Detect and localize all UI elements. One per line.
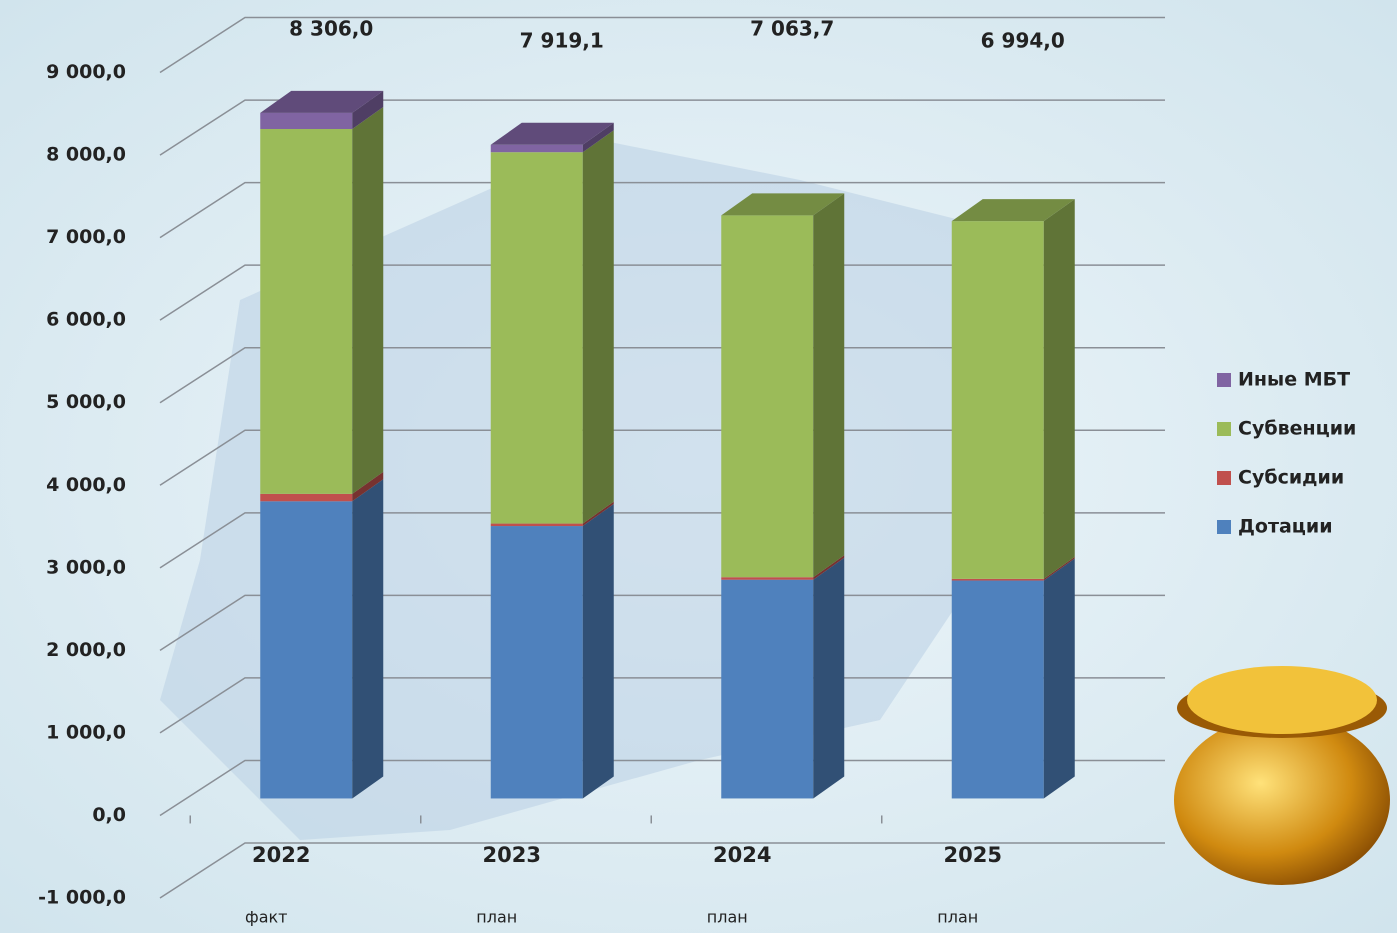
bar-segment (490, 526, 583, 799)
bar-side (582, 122, 614, 153)
bar-segment (721, 579, 814, 799)
bar-side (1043, 556, 1075, 581)
x-sublabel: факт (245, 908, 287, 927)
x-tick-label: 2025 (944, 843, 1002, 867)
y-tick-label: 0,0 (92, 804, 126, 826)
y-tick-label: 1 000,0 (46, 721, 126, 743)
y-tick-label: 7 000,0 (46, 226, 126, 248)
pot (1174, 666, 1390, 885)
grid-line (159, 346, 1165, 404)
grid-line (159, 16, 1165, 74)
bar-segment (260, 112, 353, 130)
coins (1187, 666, 1377, 734)
bar-side (1043, 199, 1075, 579)
y-tick-label: 6 000,0 (46, 309, 126, 331)
bar-segment (260, 501, 353, 799)
bar-side (352, 107, 384, 494)
grid-line (159, 264, 1165, 321)
bar-side (582, 130, 614, 524)
legend-swatch (1217, 471, 1231, 485)
bar-side (582, 504, 614, 799)
y-tick-label: 4 000,0 (46, 474, 126, 496)
bar-segment (721, 215, 814, 578)
x-tick-label: 2024 (713, 843, 771, 867)
bar-segment (260, 493, 353, 502)
bar-side (813, 555, 845, 580)
bar-side (352, 471, 384, 502)
bar-top (490, 122, 614, 145)
bar-segment (490, 152, 583, 524)
grid-line (159, 759, 1165, 817)
grid-line (159, 181, 1165, 239)
bar-side (352, 479, 384, 799)
x-sublabel: план (707, 908, 748, 927)
total-label: 7 063,7 (750, 17, 834, 41)
legend-label: Дотации (1238, 516, 1333, 538)
total-label: 7 919,1 (520, 29, 604, 53)
bar-top (721, 193, 845, 216)
grid-line (159, 677, 1165, 734)
bar-top (951, 199, 1075, 222)
bar-segment (490, 144, 583, 153)
bar-side (352, 90, 384, 130)
bar-side (582, 501, 614, 527)
grid-line (159, 99, 1165, 156)
bar-segment (951, 221, 1044, 579)
bar-segment (490, 523, 583, 527)
legend-swatch (1217, 373, 1231, 387)
x-sublabel: план (937, 908, 978, 927)
bar-segment (951, 580, 1044, 799)
total-label: 8 306,0 (289, 17, 373, 41)
y-tick-label: 8 000,0 (46, 144, 126, 166)
legend-swatch (1217, 422, 1231, 436)
grid-line (159, 594, 1165, 651)
legend-label: Субвенции (1238, 418, 1356, 440)
x-sublabel: план (476, 908, 517, 927)
bar-segment (721, 577, 814, 580)
legend-label: Иные МБТ (1238, 369, 1350, 391)
y-tick-label: 5 000,0 (46, 391, 126, 413)
y-tick-label: 2 000,0 (46, 639, 126, 661)
grid-line (159, 512, 1165, 569)
legend-label: Субсидии (1238, 467, 1344, 489)
pot-body (1174, 715, 1390, 885)
bar-segment (951, 578, 1044, 581)
x-tick-label: 2022 (252, 843, 310, 867)
bar-segment (260, 129, 353, 494)
bar-top (260, 90, 384, 113)
bar-side (1043, 558, 1075, 799)
legend-swatch (1217, 520, 1231, 534)
bar-side (813, 557, 845, 799)
y-tick-label: 3 000,0 (46, 556, 126, 578)
x-tick-label: 2023 (483, 843, 541, 867)
y-tick-label: 9 000,0 (46, 61, 126, 83)
total-label: 6 994,0 (981, 29, 1065, 53)
grid-line (159, 842, 1165, 899)
y-tick-label: -1 000,0 (38, 887, 126, 909)
bar-side (813, 193, 845, 578)
grid-line (159, 429, 1165, 486)
